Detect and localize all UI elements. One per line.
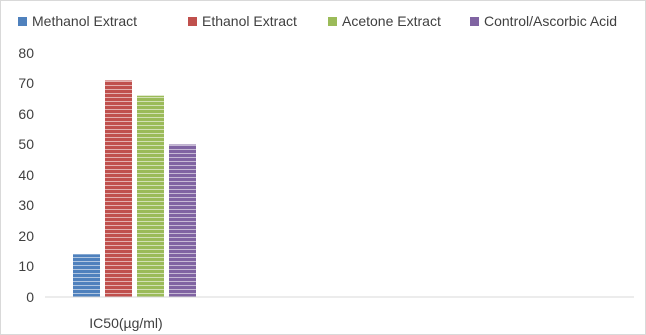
legend-swatch-methanol bbox=[18, 17, 27, 26]
y-tick-label-80: 80 bbox=[18, 45, 34, 61]
y-axis-labels: 0 10 20 30 40 50 60 70 80 bbox=[18, 45, 34, 305]
y-tick-label-20: 20 bbox=[18, 228, 34, 244]
legend: Methanol Extract Ethanol Extract Acetone… bbox=[18, 13, 617, 29]
legend-swatch-acetone bbox=[328, 17, 337, 26]
y-tick-label-40: 40 bbox=[18, 167, 34, 183]
legend-swatch-control bbox=[470, 17, 479, 26]
y-tick-label-30: 30 bbox=[18, 197, 34, 213]
bars bbox=[73, 80, 196, 297]
legend-item-ethanol: Ethanol Extract bbox=[188, 13, 297, 29]
y-tick-label-50: 50 bbox=[18, 136, 34, 152]
legend-swatch-ethanol bbox=[188, 17, 197, 26]
bar-ethanol bbox=[105, 80, 132, 297]
legend-label-control: Control/Ascorbic Acid bbox=[484, 13, 617, 29]
legend-item-control: Control/Ascorbic Acid bbox=[470, 13, 617, 29]
x-category-label: IC50(µg/ml) bbox=[89, 315, 162, 331]
legend-label-acetone: Acetone Extract bbox=[342, 13, 441, 29]
y-tick-label-0: 0 bbox=[26, 289, 34, 305]
legend-item-methanol: Methanol Extract bbox=[18, 13, 137, 29]
y-tick-label-10: 10 bbox=[18, 258, 34, 274]
legend-label-ethanol: Ethanol Extract bbox=[202, 13, 297, 29]
y-tick-label-60: 60 bbox=[18, 106, 34, 122]
bar-control bbox=[169, 144, 196, 297]
bar-acetone bbox=[137, 95, 164, 297]
bar-methanol bbox=[73, 254, 100, 297]
legend-item-acetone: Acetone Extract bbox=[328, 13, 441, 29]
y-tick-label-70: 70 bbox=[18, 75, 34, 91]
legend-label-methanol: Methanol Extract bbox=[32, 13, 137, 29]
